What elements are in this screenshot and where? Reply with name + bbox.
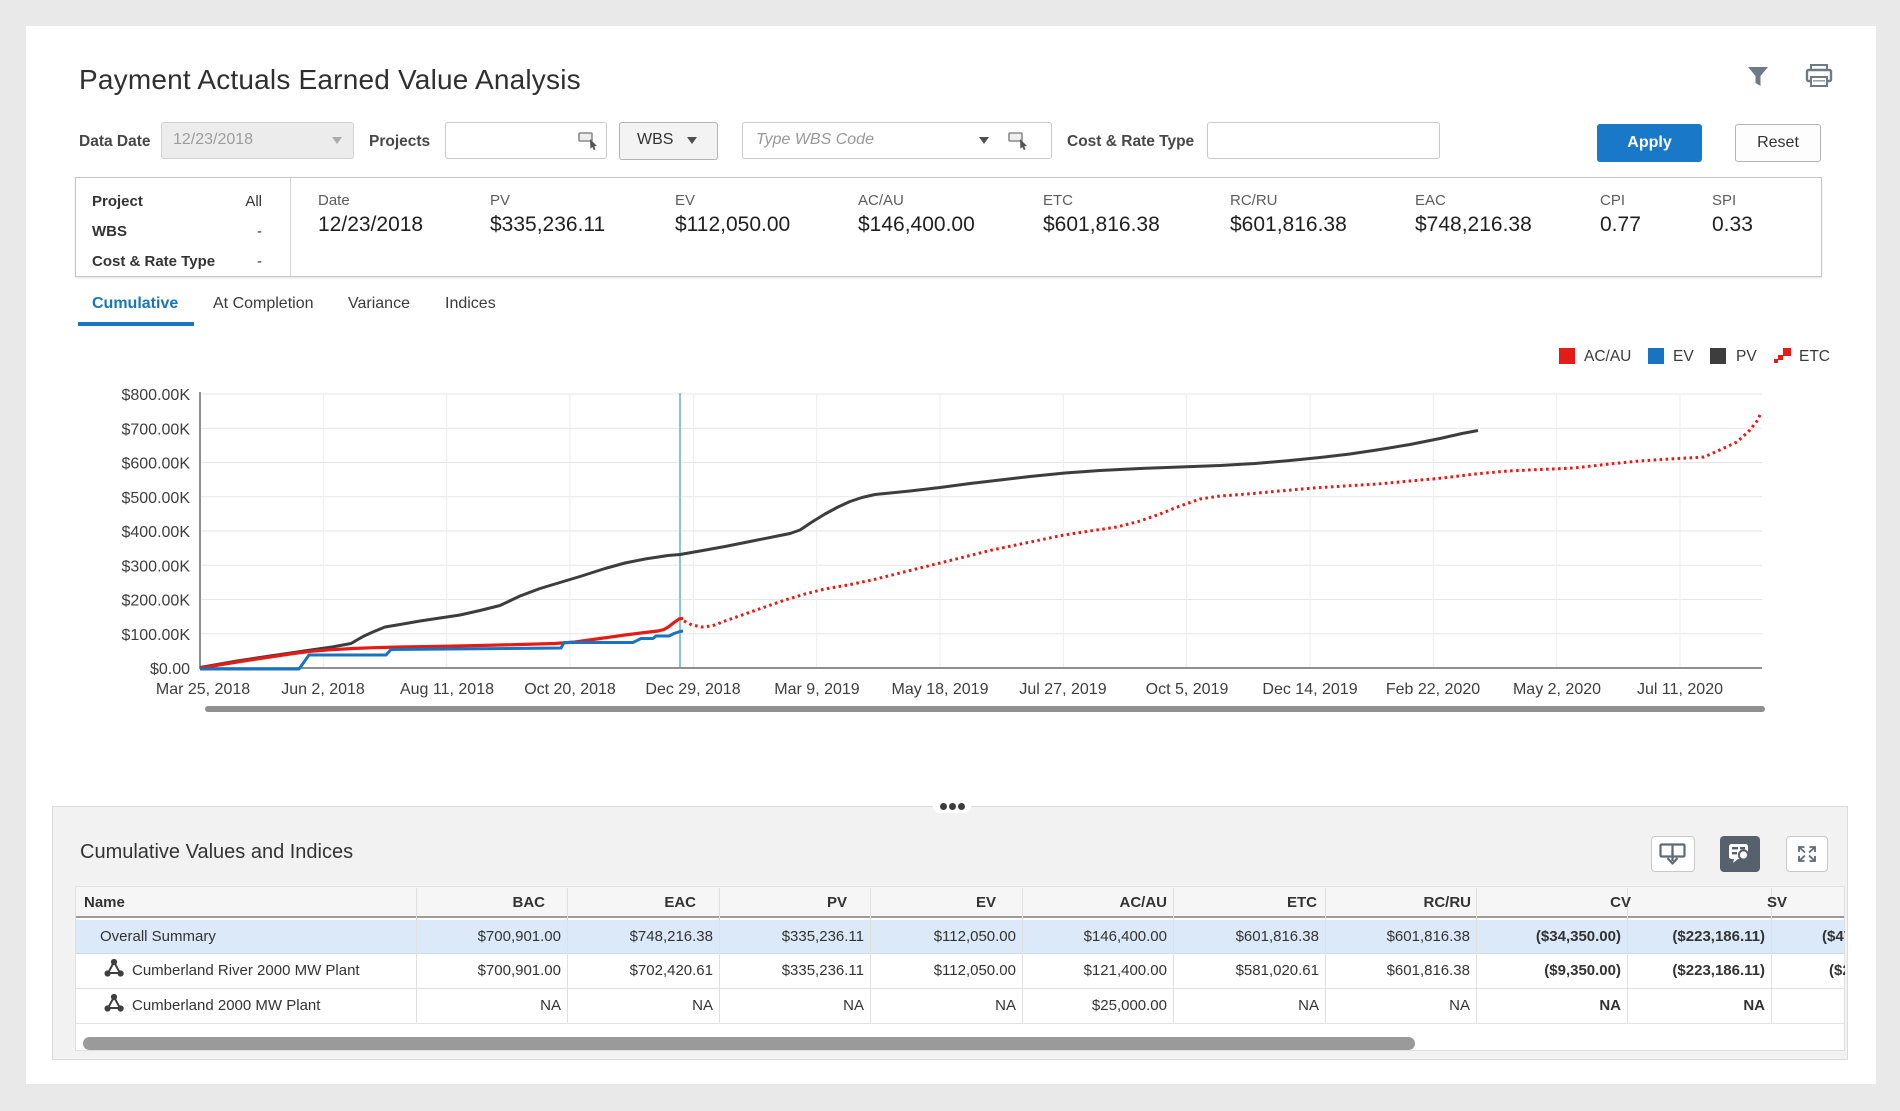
svg-text:$200.00K: $200.00K <box>121 593 190 610</box>
svg-text:Oct 5, 2019: Oct 5, 2019 <box>1146 681 1229 698</box>
svg-text:Dec 29, 2018: Dec 29, 2018 <box>645 681 740 698</box>
svg-text:$300.00K: $300.00K <box>121 558 190 575</box>
svg-text:$400.00K: $400.00K <box>121 524 190 541</box>
svg-text:$0.00: $0.00 <box>150 661 190 678</box>
svg-text:Jun 2, 2018: Jun 2, 2018 <box>281 681 365 698</box>
svg-text:Mar 25, 2018: Mar 25, 2018 <box>156 681 250 698</box>
svg-text:Jul 27, 2019: Jul 27, 2019 <box>1019 681 1106 698</box>
svg-text:$800.00K: $800.00K <box>121 387 190 404</box>
svg-text:Aug 11, 2018: Aug 11, 2018 <box>400 681 494 698</box>
svg-text:Oct 20, 2018: Oct 20, 2018 <box>524 681 616 698</box>
svg-text:$700.00K: $700.00K <box>121 421 190 438</box>
svg-text:$600.00K: $600.00K <box>121 456 190 473</box>
svg-text:$100.00K: $100.00K <box>121 627 190 644</box>
svg-text:May 18, 2019: May 18, 2019 <box>892 681 989 698</box>
svg-text:Dec 14, 2019: Dec 14, 2019 <box>1262 681 1357 698</box>
svg-text:May 2, 2020: May 2, 2020 <box>1513 681 1601 698</box>
svg-text:$500.00K: $500.00K <box>121 490 190 507</box>
svg-text:Feb 22, 2020: Feb 22, 2020 <box>1386 681 1480 698</box>
svg-text:Jul 11, 2020: Jul 11, 2020 <box>1637 681 1723 698</box>
svg-text:Mar 9, 2019: Mar 9, 2019 <box>774 681 859 698</box>
